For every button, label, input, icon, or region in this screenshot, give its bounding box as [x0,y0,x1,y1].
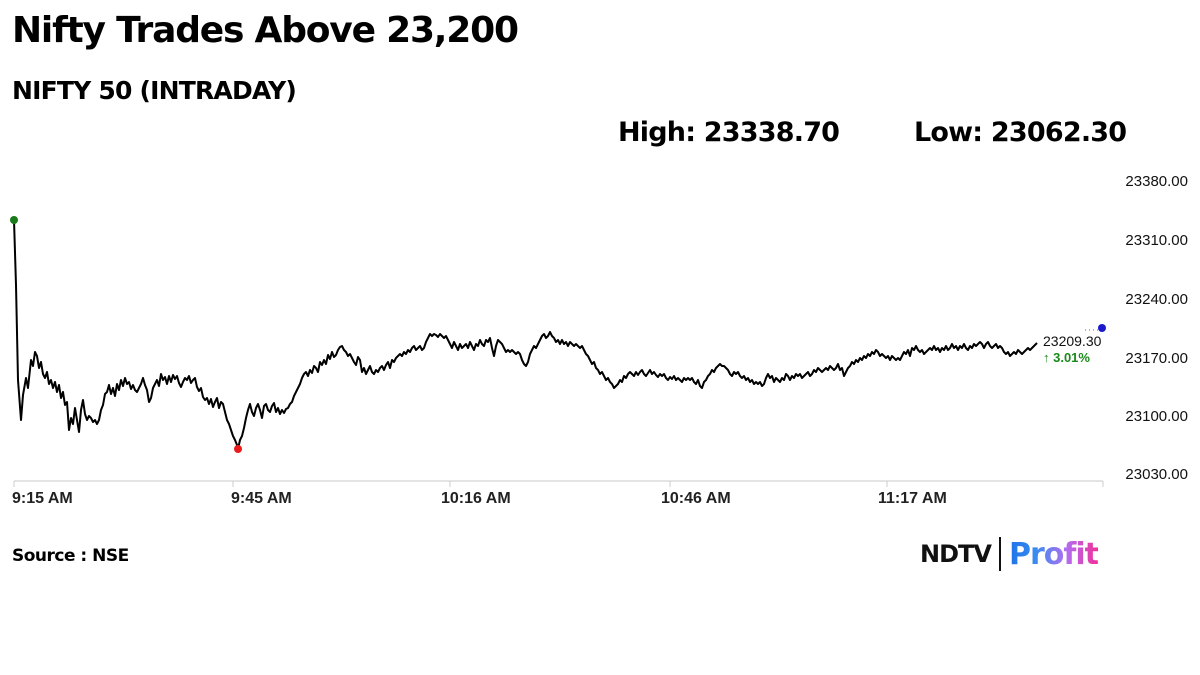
x-tick-label: 9:45 AM [231,490,292,507]
chart-subtitle: NIFTY 50 (INTRADAY) [12,76,297,105]
last-price-label: 23209.30 [1043,333,1102,349]
y-tick-label: 23100.00 [1125,408,1188,425]
last-marker [1098,324,1106,332]
price-line [13,219,1038,450]
high-marker [10,216,18,224]
source-label: Source : NSE [12,546,129,566]
y-tick-label: 23170.00 [1125,350,1188,367]
high-value: High: 23338.70 [618,117,840,148]
ndtv-profit-logo: NDTV Profit [920,536,1099,572]
x-tick-label: 10:16 AM [441,490,511,507]
x-tick-label: 9:15 AM [12,490,73,507]
percent-change-label: ↑ 3.01% [1043,350,1090,365]
x-axis-ticks [13,481,1104,487]
logo-profit-text: Profit [1008,536,1099,572]
x-tick-label: 11:17 AM [878,490,947,507]
y-tick-label: 23030.00 [1125,466,1188,483]
logo-ndtv-text: NDTV [920,540,992,568]
page-title: Nifty Trades Above 23,200 [12,10,519,51]
x-tick-label: 10:46 AM [661,490,731,507]
y-tick-label: 23240.00 [1125,291,1188,308]
low-value: Low: 23062.30 [914,117,1127,148]
y-tick-label: 23310.00 [1125,232,1188,249]
y-tick-label: 23380.00 [1125,173,1188,190]
logo-divider [998,537,1001,571]
low-marker [234,445,242,453]
